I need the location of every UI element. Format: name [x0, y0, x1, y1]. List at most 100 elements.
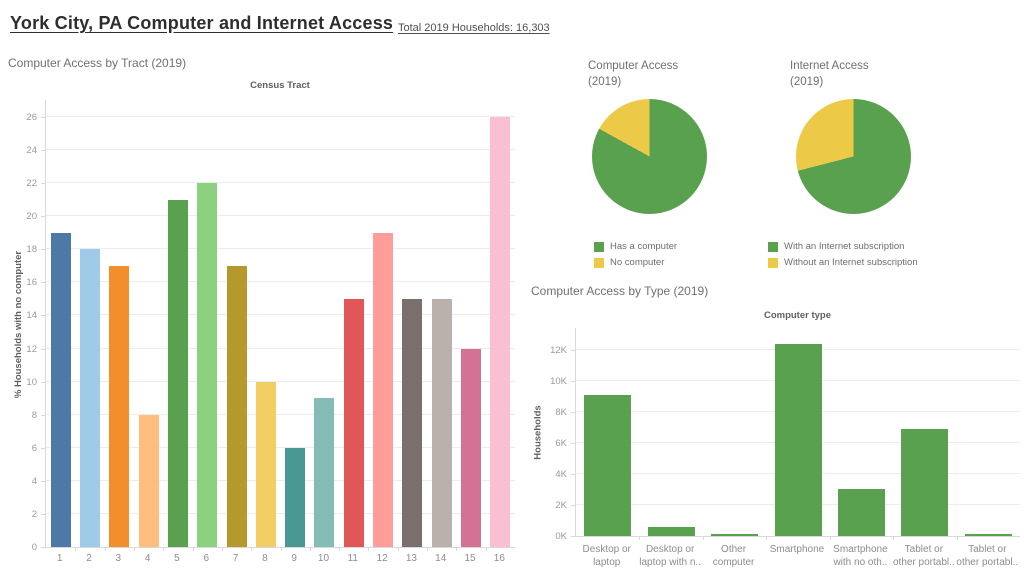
legend-item[interactable]: With an Internet subscription	[768, 241, 918, 252]
gridline	[46, 314, 515, 316]
x-category-label-line: 3	[115, 553, 122, 564]
x-category-label-line: 13	[405, 553, 417, 564]
bar-tract-6[interactable]	[197, 183, 218, 547]
bar-tract-12[interactable]	[373, 232, 394, 547]
y-tick-mark	[41, 447, 45, 449]
x-tick-mark	[192, 547, 194, 551]
legend-swatch	[768, 241, 778, 252]
x-category-label: 10	[309, 552, 338, 565]
bar-tract-10[interactable]	[314, 398, 335, 547]
legend-swatch	[594, 257, 604, 268]
gridline	[46, 116, 515, 117]
type-plot-area	[575, 328, 1020, 540]
y-tick-label: 14	[26, 310, 37, 322]
legend-swatch	[594, 241, 604, 252]
bar-tract-1[interactable]	[50, 232, 71, 547]
bar-tract-5[interactable]	[167, 199, 188, 547]
bar-tract-3[interactable]	[109, 265, 130, 547]
y-tick-label: 12K	[550, 344, 567, 356]
legend-item[interactable]: No computer	[594, 257, 677, 268]
bar-type-2[interactable]	[647, 526, 695, 536]
gridline	[46, 479, 515, 481]
x-tick-mark	[309, 547, 311, 551]
gridline	[46, 347, 515, 349]
gridline	[46, 281, 515, 283]
total-households-label: Total 2019 Households: 16,303	[398, 22, 550, 34]
y-tick-label: 2	[31, 508, 37, 520]
y-tick-mark	[41, 480, 45, 482]
x-category-label-line: 12	[376, 553, 388, 564]
bar-tract-15[interactable]	[461, 348, 482, 547]
bar-tract-14[interactable]	[431, 298, 452, 547]
y-tick-label: 18	[26, 244, 37, 256]
bar-tract-11[interactable]	[343, 298, 364, 547]
x-category-label-line: Smartphone	[769, 544, 825, 555]
y-tick-label: 4K	[555, 468, 567, 480]
bar-type-5[interactable]	[837, 489, 885, 536]
legend-label: With an Internet subscription	[784, 241, 905, 252]
bar-tract-8[interactable]	[255, 381, 276, 547]
y-tick-mark	[571, 442, 575, 444]
x-tick-mark	[251, 547, 253, 551]
x-category-label-line: 15	[464, 553, 476, 564]
y-tick-label: 8	[31, 409, 37, 421]
y-tick-mark	[571, 536, 575, 537]
y-tick-label: 16	[26, 277, 37, 289]
x-category-label: 15	[455, 552, 484, 565]
y-tick-label: 8K	[555, 406, 567, 418]
internet-access-pie[interactable]	[796, 99, 911, 214]
bar-tract-16[interactable]	[490, 117, 511, 547]
bar-type-3[interactable]	[711, 533, 759, 536]
y-tick-mark	[571, 349, 575, 351]
y-tick-mark	[41, 513, 45, 515]
bar-type-7[interactable]	[964, 534, 1012, 536]
computer-pie-legend: Has a computer No computer	[594, 241, 677, 268]
x-category-label-line: 16	[493, 553, 505, 564]
x-category-label: Smartphone with no oth..	[829, 543, 892, 569]
x-category-label: Smartphone	[765, 543, 828, 556]
legend-item[interactable]: Has a computer	[594, 241, 677, 252]
x-category-label-line: other portabl..	[956, 557, 1019, 568]
x-category-label: 4	[133, 552, 162, 565]
bar-tract-9[interactable]	[285, 447, 306, 547]
y-tick-label: 10K	[550, 375, 567, 387]
gridline	[46, 446, 515, 448]
x-tick-mark	[133, 547, 135, 551]
bar-type-1[interactable]	[584, 394, 632, 536]
bar-tract-2[interactable]	[79, 249, 100, 547]
x-tick-mark	[163, 547, 165, 551]
x-category-label-line: Desktop or	[645, 544, 695, 555]
y-tick-label: 6	[31, 442, 37, 454]
x-category-label-line: 4	[144, 553, 151, 564]
computer-access-pie[interactable]	[592, 99, 707, 214]
y-tick-mark	[41, 117, 45, 118]
tract-y-axis: 0 2 4 6 8 10 12 14 16 18 20 22 24 26	[0, 100, 45, 553]
x-category-label-line: laptop with n..	[639, 557, 701, 568]
bar-tract-13[interactable]	[402, 298, 423, 547]
x-tick-mark	[368, 547, 370, 551]
x-tick-mark	[829, 536, 831, 540]
y-tick-mark	[41, 150, 45, 152]
y-tick-label: 2K	[555, 499, 567, 511]
legend-item[interactable]: Without an Internet subscription	[768, 257, 918, 268]
x-category-label-line: with no oth..	[833, 557, 888, 568]
y-tick-mark	[41, 414, 45, 416]
bar-tract-7[interactable]	[226, 265, 247, 547]
tract-x-axis: 1 2 3 4 5 6 7 8 9 10 11 12 13 14 15 16	[45, 552, 515, 568]
internet-pie-title: Internet Access (2019)	[790, 60, 869, 88]
y-tick-mark	[41, 282, 45, 284]
x-category-label: 9	[280, 552, 309, 565]
x-category-label: Tablet or other portabl..	[892, 543, 955, 569]
x-category-label-line: other portabl..	[892, 557, 955, 568]
x-tick-mark	[339, 547, 341, 551]
x-category-label-line: 9	[291, 553, 297, 564]
bar-type-6[interactable]	[901, 428, 949, 536]
page-title: York City, PA Computer and Internet Acce…	[10, 13, 394, 33]
bar-type-4[interactable]	[774, 344, 822, 536]
x-category-label: 14	[426, 552, 455, 565]
bar-tract-4[interactable]	[138, 414, 159, 547]
x-category-label-line: 10	[317, 553, 330, 564]
x-category-label-line: computer	[712, 557, 755, 568]
y-tick-label: 0	[31, 542, 37, 553]
